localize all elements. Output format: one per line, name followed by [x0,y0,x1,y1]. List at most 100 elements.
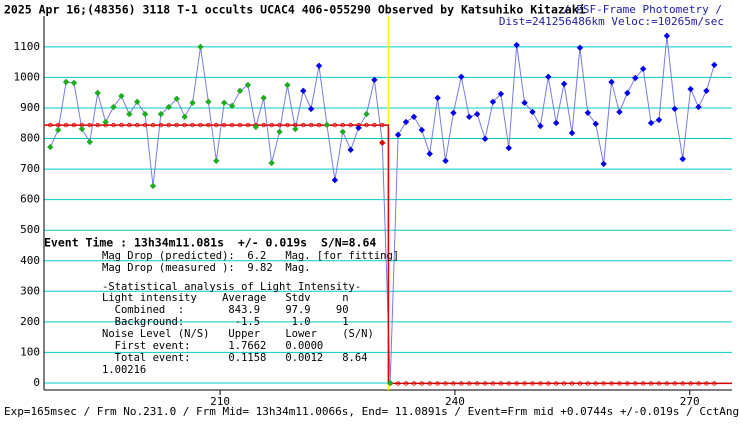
fit-marker [174,122,179,128]
fit-marker [206,122,211,128]
fit-marker [443,381,448,386]
data-point [497,90,505,98]
fit-marker [364,122,369,128]
data-point [553,119,560,127]
y-tick-label: 900 [20,101,40,114]
fit-marker [95,122,100,128]
data-point [473,110,481,118]
data-point [568,129,576,137]
data-point [711,61,718,69]
data-point [545,73,552,81]
fit-line [44,124,732,385]
data-point [434,94,441,102]
data-point [513,41,520,49]
fit-marker [554,381,559,386]
data-point [363,110,370,118]
fit-marker [332,122,338,128]
data-point [323,121,331,128]
fit-marker [712,381,717,386]
data-point [663,32,671,40]
data-point [450,109,457,117]
data-point [276,128,283,136]
data-point [671,105,678,113]
data-point [466,113,473,121]
data-point [149,182,157,190]
fit-marker [142,122,148,128]
data-point [134,98,141,106]
data-point [489,98,497,106]
fit-marker [538,381,543,386]
fit-marker [664,381,670,386]
fit-marker [372,122,377,128]
data-point [521,99,528,106]
y-tick-label: 400 [20,254,40,267]
data-point [394,131,402,139]
fit-marker [451,381,456,386]
fit-marker [601,381,606,386]
fit-marker [411,381,417,386]
fit-marker [506,381,511,386]
data-point [86,138,93,146]
fit-marker [198,122,203,128]
stats-line: -Statistical analysis of Light Intensity… [102,281,361,293]
data-point [639,65,647,73]
fit-marker [561,381,567,386]
data-point [339,128,346,136]
chart-subtitle: / PSF-Frame Photometry / [563,3,722,16]
data-point [268,159,275,167]
stats-line: Total event: 0.1158 0.0012 8.64 [102,352,368,364]
data-point [260,94,267,102]
fit-marker [395,381,401,386]
fit-marker [245,122,251,128]
fit-marker [569,381,575,386]
y-tick-label: 300 [20,284,40,297]
data-point [307,105,315,113]
data-point [418,126,426,134]
chart-subtitle: Dist=241256486km Veloc:=10265m/sec [499,15,724,28]
fit-marker [316,122,322,128]
fit-marker [229,122,235,128]
fit-marker [625,381,630,386]
stats-line: First event: 1.7662 0.0000 [102,340,323,352]
fit-marker [640,381,646,386]
fit-marker [285,122,290,128]
fit-marker [474,381,480,386]
data-point [584,109,592,117]
data-point [347,146,354,154]
data-point [410,113,418,121]
footer: Exp=165msec / Frm No.231.0 / Frm Mid= 13… [4,405,740,418]
data-point [173,95,180,103]
data-point [220,99,228,106]
fit-marker [688,381,693,386]
data-point [189,99,196,106]
data-point [284,81,291,89]
data-point [624,89,631,97]
stats-line: Light intensity Average Stdv n [102,292,349,304]
data-point [386,379,394,387]
stats-line: Background: -1.5 1.0 1 [102,316,349,328]
fit-marker [119,122,124,128]
fit-marker [127,122,132,128]
fit-marker [656,381,662,386]
data-point [54,126,62,134]
stats-line: Combined : 843.9 97.9 90 [102,304,349,316]
stats-line: Mag Drop (predicted): 6.2 Mag. [for fitt… [102,250,399,262]
fit-marker [593,381,598,386]
fit-marker [403,381,409,386]
data-point [632,74,639,82]
fit-marker [704,381,709,386]
fit-marker [261,122,266,128]
data-point [78,125,86,133]
fit-marker [672,381,677,386]
fit-marker [435,381,440,386]
fit-marker [467,381,472,386]
fit-marker [340,122,345,128]
data-point [592,120,599,128]
data-point [616,108,623,116]
y-tick-label: 100 [20,345,40,358]
data-point [228,102,236,110]
data-point [379,139,386,147]
fit-marker [308,122,314,128]
data-point [458,73,465,81]
